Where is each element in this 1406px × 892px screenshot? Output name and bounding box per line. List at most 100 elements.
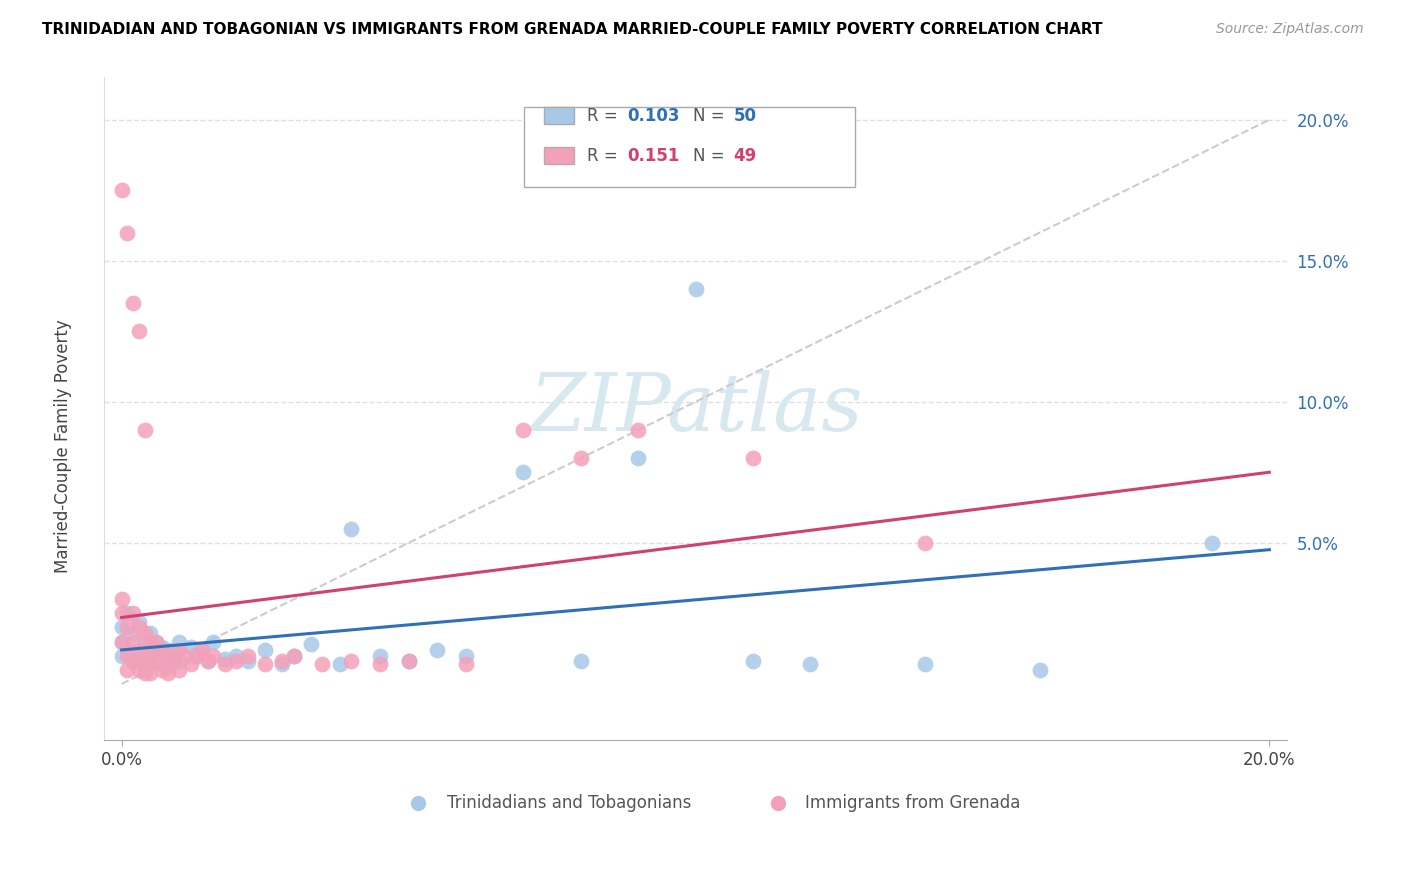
Point xyxy=(627,451,650,466)
Point xyxy=(145,654,167,668)
Point xyxy=(454,657,477,672)
Point xyxy=(191,643,214,657)
Point xyxy=(426,643,449,657)
Point xyxy=(111,634,134,648)
Point xyxy=(162,648,184,663)
Text: 49: 49 xyxy=(734,146,756,165)
Point xyxy=(117,607,139,621)
Point xyxy=(191,643,214,657)
Point xyxy=(117,663,139,677)
Point xyxy=(454,648,477,663)
Point xyxy=(340,654,363,668)
Point xyxy=(128,615,150,629)
Point xyxy=(134,626,156,640)
Point xyxy=(145,648,167,663)
Point xyxy=(122,607,145,621)
Point xyxy=(139,643,162,657)
Point xyxy=(111,607,134,621)
Point xyxy=(139,626,162,640)
Point xyxy=(283,648,305,663)
Point xyxy=(271,654,294,668)
Point xyxy=(139,634,162,648)
FancyBboxPatch shape xyxy=(524,107,855,186)
Point xyxy=(299,637,322,651)
Point xyxy=(225,648,247,663)
Point xyxy=(398,654,420,668)
Point xyxy=(111,592,134,607)
Point xyxy=(329,657,352,672)
Point xyxy=(128,648,150,663)
Point xyxy=(914,536,936,550)
Point xyxy=(111,648,134,663)
Point xyxy=(139,654,162,668)
Text: Immigrants from Grenada: Immigrants from Grenada xyxy=(806,794,1021,813)
Point xyxy=(254,643,277,657)
Point xyxy=(1029,663,1052,677)
Point xyxy=(214,651,236,665)
Point xyxy=(111,634,134,648)
Point xyxy=(134,654,156,668)
Point xyxy=(128,643,150,657)
Point xyxy=(117,620,139,634)
Text: 0.151: 0.151 xyxy=(627,146,679,165)
Point xyxy=(156,660,179,674)
Point xyxy=(741,654,763,668)
Point xyxy=(368,657,391,672)
Point xyxy=(340,522,363,536)
Point xyxy=(122,626,145,640)
Text: Trinidadians and Tobagonians: Trinidadians and Tobagonians xyxy=(447,794,692,813)
Text: R =: R = xyxy=(586,146,623,165)
Point xyxy=(145,634,167,648)
Point xyxy=(202,648,225,663)
Point xyxy=(128,620,150,634)
Text: 50: 50 xyxy=(734,107,756,125)
Point xyxy=(111,620,134,634)
Point xyxy=(179,640,201,655)
Point xyxy=(225,654,247,668)
Point xyxy=(179,657,201,672)
Point xyxy=(122,654,145,668)
Point xyxy=(122,296,145,310)
Point xyxy=(569,654,592,668)
Text: Source: ZipAtlas.com: Source: ZipAtlas.com xyxy=(1216,22,1364,37)
Point xyxy=(162,654,184,668)
Point xyxy=(197,654,219,668)
Point xyxy=(271,657,294,672)
Point xyxy=(627,423,650,437)
Point xyxy=(167,654,190,668)
Point xyxy=(368,648,391,663)
Point xyxy=(685,282,707,296)
Point xyxy=(254,657,277,672)
Point xyxy=(122,634,145,648)
Point xyxy=(145,634,167,648)
Point xyxy=(139,665,162,680)
Text: N =: N = xyxy=(693,146,730,165)
Text: N =: N = xyxy=(693,107,730,125)
Point xyxy=(156,665,179,680)
Text: 0.103: 0.103 xyxy=(627,107,679,125)
Point xyxy=(283,648,305,663)
Text: ZIPatlas: ZIPatlas xyxy=(529,370,862,448)
Point xyxy=(128,663,150,677)
Point xyxy=(311,657,333,672)
Point xyxy=(236,654,259,668)
Point xyxy=(150,663,173,677)
Text: Married-Couple Family Poverty: Married-Couple Family Poverty xyxy=(55,319,72,573)
Point xyxy=(569,451,592,466)
Point xyxy=(150,657,173,672)
Point xyxy=(186,648,208,663)
Point xyxy=(799,657,821,672)
Point xyxy=(134,663,156,677)
Point xyxy=(156,648,179,663)
Point xyxy=(914,657,936,672)
Point xyxy=(134,634,156,648)
Point xyxy=(512,423,534,437)
Point xyxy=(139,648,162,663)
Point xyxy=(173,648,195,663)
Point xyxy=(167,634,190,648)
Point xyxy=(156,643,179,657)
Point xyxy=(167,643,190,657)
Point xyxy=(150,640,173,655)
Text: R =: R = xyxy=(586,107,623,125)
Point xyxy=(236,648,259,663)
